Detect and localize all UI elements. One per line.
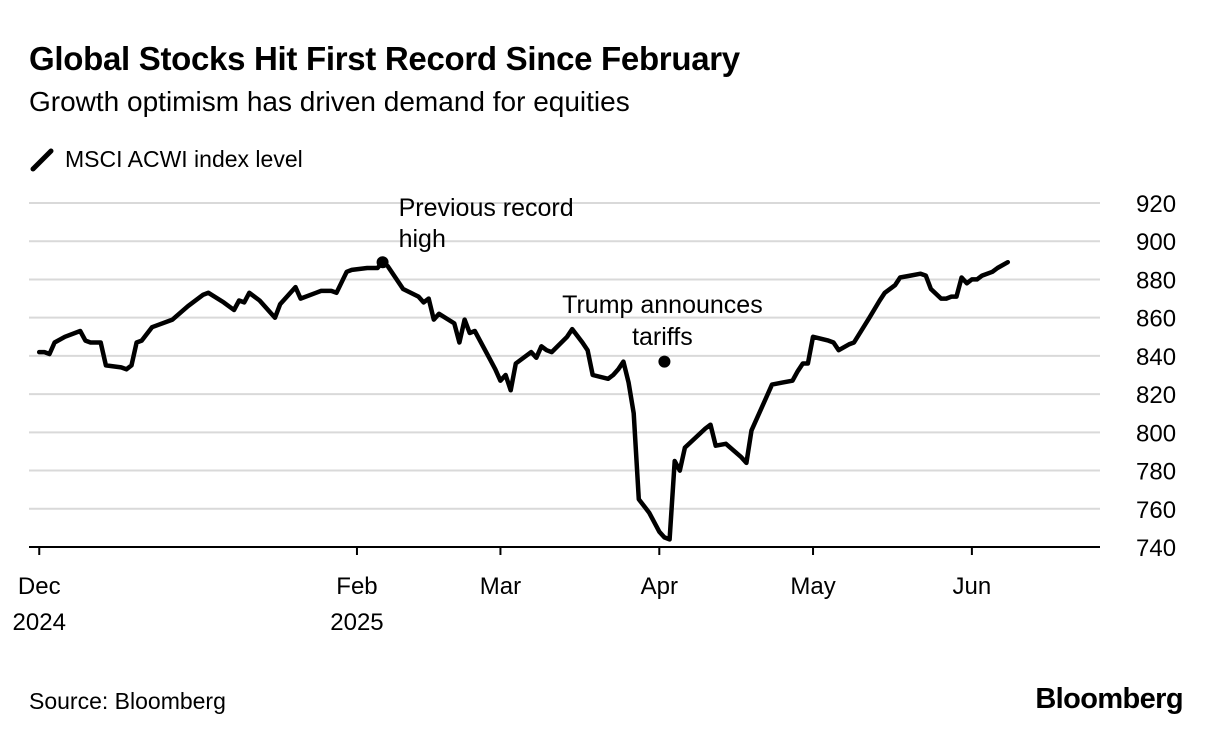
y-tick-label: 860 xyxy=(1136,306,1176,333)
y-tick-label: 920 xyxy=(1136,191,1176,218)
chart-subtitle: Growth optimism has driven demand for eq… xyxy=(29,86,630,117)
x-tick-label: Feb xyxy=(336,573,377,600)
bloomberg-logo: Bloomberg xyxy=(1035,683,1183,715)
annotation-label: Previous record xyxy=(399,194,574,222)
source-note: Source: Bloomberg xyxy=(29,688,226,714)
y-tick-label: 880 xyxy=(1136,267,1176,294)
legend: MSCI ACWI index level xyxy=(29,146,303,173)
y-tick-label: 740 xyxy=(1136,535,1176,562)
x-tick-label: Apr xyxy=(641,573,678,600)
series-line xyxy=(36,259,1011,542)
chart-title: Global Stocks Hit First Record Since Feb… xyxy=(29,40,740,77)
y-tick-label: 820 xyxy=(1136,382,1176,409)
legend-label: MSCI ACWI index level xyxy=(65,146,303,172)
x-tick-label: Dec xyxy=(18,573,61,600)
legend-line-icon xyxy=(30,148,54,171)
annotation-label: high xyxy=(399,225,446,253)
y-tick-label: 780 xyxy=(1136,459,1176,486)
x-tick-label: May xyxy=(790,573,835,600)
y-tick-label: 840 xyxy=(1136,344,1176,371)
x-tick-label: Mar xyxy=(480,573,521,600)
annotation-marker xyxy=(658,355,671,368)
y-tick-label: 900 xyxy=(1136,229,1176,256)
annotation-label: Trump announces xyxy=(562,291,763,319)
x-tick-label: Jun xyxy=(953,573,992,600)
annotation-label: tariffs xyxy=(632,323,693,351)
y-tick-label: 800 xyxy=(1136,420,1176,447)
y-tick-label: 760 xyxy=(1136,497,1176,524)
x-tick-year-label: 2025 xyxy=(330,609,383,636)
annotation-marker xyxy=(376,256,389,269)
x-tick-year-label: 2024 xyxy=(13,609,66,636)
